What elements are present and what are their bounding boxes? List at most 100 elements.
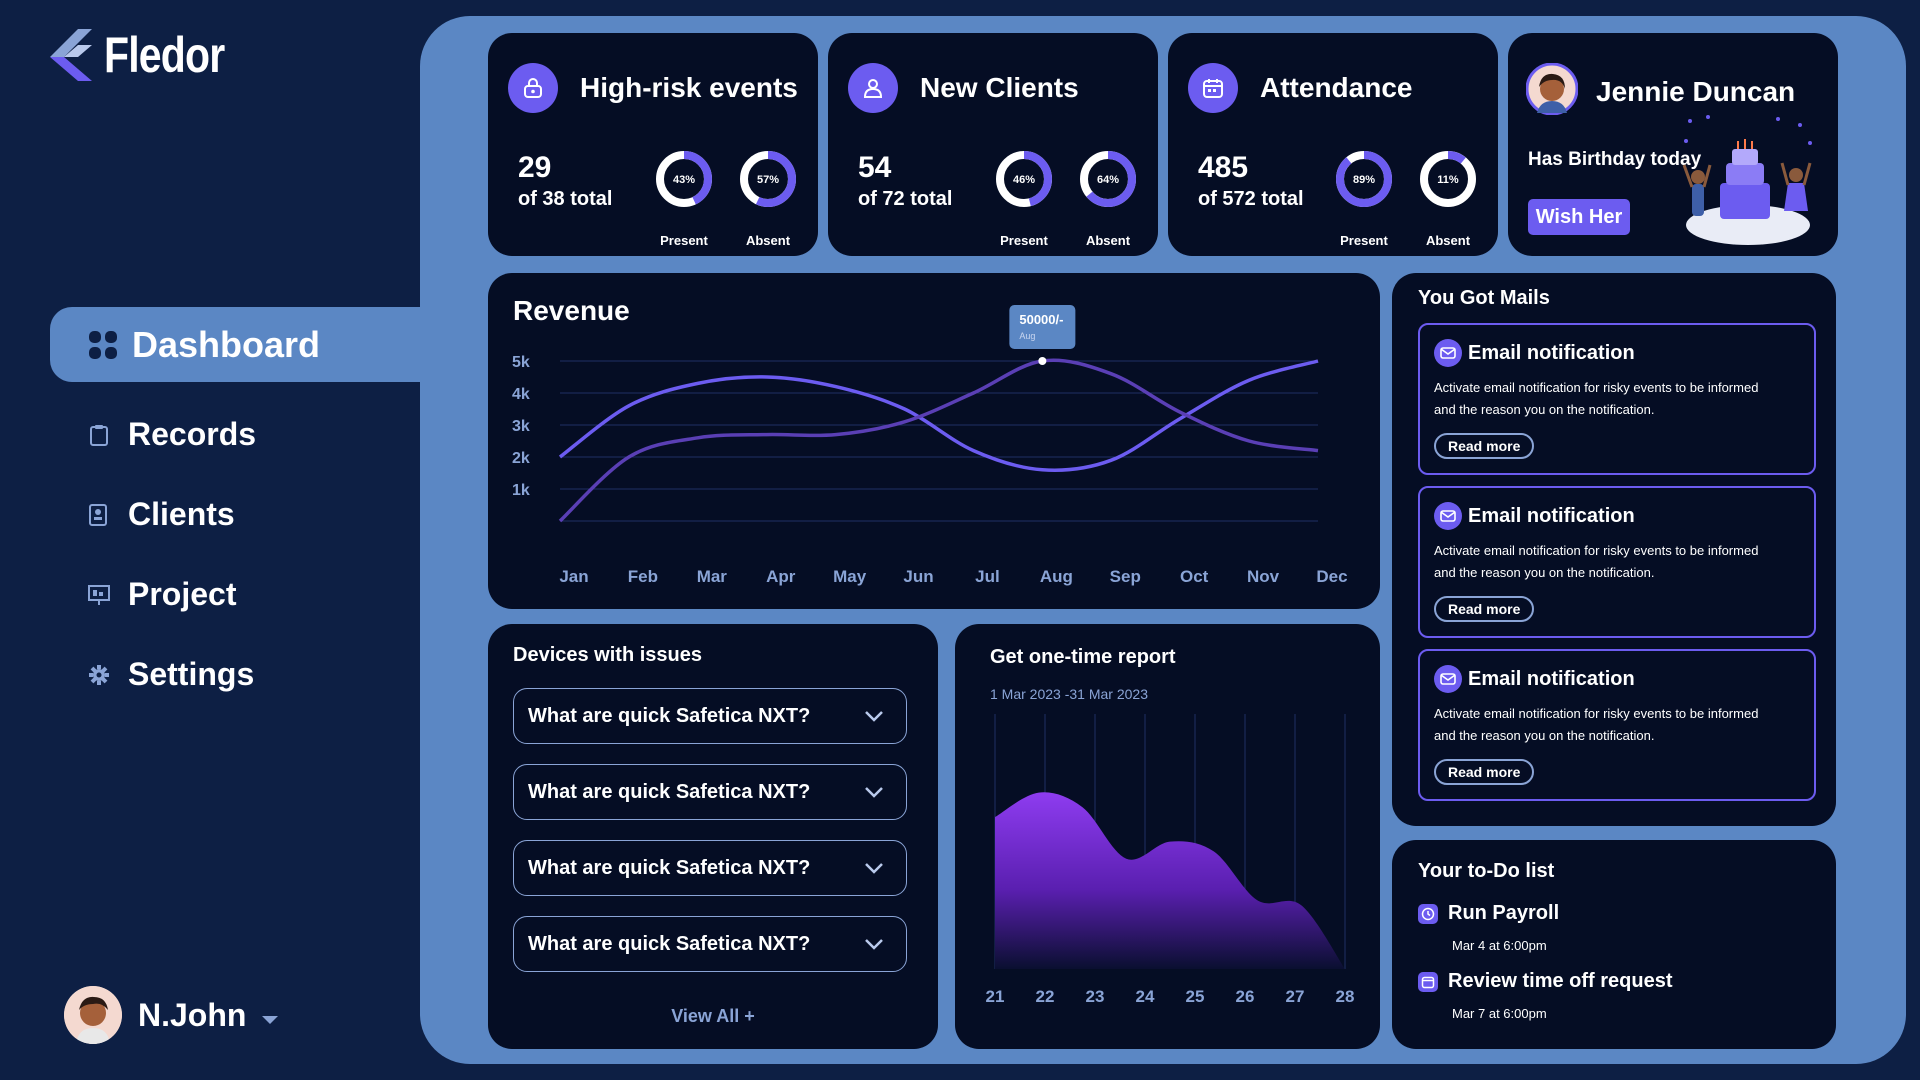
logo-icon — [50, 29, 92, 81]
stat-total: of 72 total — [858, 188, 953, 210]
presentation-icon — [88, 583, 110, 607]
view-all-link[interactable]: View All + — [671, 1006, 755, 1026]
mail-title: Email notification — [1468, 504, 1635, 527]
revenue-card: Revenue 5k 4k 3k 2k 1k Jan Feb Mar Apr May Jun Jul A… — [488, 273, 1380, 609]
revenue-chart: 5k 4k 3k 2k 1k Jan Feb Mar Apr May Jun Jul Aug Sep Oct… — [512, 305, 1348, 586]
nav-label-dashboard: Dashboard — [132, 323, 321, 365]
mail-body: Activate email notification for risky ev… — [1434, 377, 1774, 421]
devices-title: Devices with issues — [513, 644, 702, 666]
accordion-item[interactable]: What are quick Safetica NXT? — [513, 688, 907, 744]
mail-line: and the reason you on the notification. — [1434, 402, 1655, 417]
x-tick-label: Jan — [559, 567, 588, 586]
mail-item[interactable]: Email notification Activate email notifi… — [1418, 649, 1816, 801]
x-tick-label: Mar — [697, 567, 728, 586]
stat-value: 54 — [858, 151, 892, 184]
absent-donut: 57% — [740, 151, 796, 207]
stat-title: High-risk events — [580, 72, 798, 103]
stat-card-new-clients: New Clients 54 of 72 total 46% Present 6… — [828, 33, 1158, 256]
user-menu[interactable]: N.John — [64, 986, 279, 1044]
clock-icon — [1418, 903, 1438, 924]
present-donut: 43% — [656, 151, 712, 207]
report-date-range: 1 Mar 2023 -31 Mar 2023 — [990, 686, 1148, 702]
chevron-down-icon — [865, 863, 883, 874]
mail-body: Activate email notification for risky ev… — [1434, 540, 1774, 584]
read-more-button[interactable]: Read more — [1434, 759, 1535, 785]
absent-donut: 11% — [1420, 151, 1476, 207]
todo-item[interactable]: Run Payroll — [1418, 902, 1559, 925]
nav-label-project: Project — [128, 576, 237, 612]
donut-label: 43% — [673, 174, 695, 186]
accordion-item[interactable]: What are quick Safetica NXT? — [513, 916, 907, 972]
absent-caption: Absent — [745, 233, 791, 248]
y-tick-label: 2k — [512, 450, 530, 467]
nav-label-settings: Settings — [128, 656, 255, 692]
calendar-edit-icon — [1418, 971, 1438, 992]
tooltip-marker — [1038, 357, 1047, 365]
revenue-title: Revenue — [513, 295, 630, 326]
grid-icon — [89, 330, 117, 359]
donut-arc — [740, 151, 796, 207]
gear-icon — [88, 663, 110, 687]
stat-value: 29 — [518, 151, 552, 184]
mails-title: You Got Mails — [1418, 287, 1550, 309]
present-donut: 89% — [1336, 151, 1392, 207]
mail-icon — [1434, 339, 1462, 367]
stat-card-high-risk: High-risk events 29 of 38 total 43% Pres… — [488, 33, 818, 256]
donut-label: 46% — [1013, 174, 1035, 186]
nav-item-settings[interactable]: Settings — [88, 656, 254, 693]
todo-card: Your to-Do list Run Payroll Mar 4 at 6:0… — [1392, 840, 1836, 1049]
lock-icon — [508, 63, 558, 113]
stat-title: New Clients — [920, 72, 1079, 103]
accordion-label: What are quick Safetica NXT? — [528, 932, 811, 955]
nav-item-clients[interactable]: Clients — [88, 496, 235, 533]
present-caption: Present — [1000, 233, 1048, 248]
present-caption: Present — [1340, 233, 1388, 248]
present-caption: Present — [660, 233, 708, 248]
mail-item[interactable]: Email notification Activate email notifi… — [1418, 323, 1816, 475]
birthday-avatar — [1525, 62, 1579, 120]
todo-item[interactable]: Review time off request — [1418, 970, 1673, 993]
chevron-down-icon — [865, 787, 883, 798]
donut-arc — [1420, 151, 1476, 207]
x-tick-label: 26 — [1236, 987, 1255, 1006]
nav-item-records[interactable]: Records — [88, 416, 256, 453]
read-more-button[interactable]: Read more — [1434, 433, 1535, 459]
stat-card-attendance: Attendance 485 of 572 total 89% Present … — [1168, 33, 1498, 256]
x-tick-label: 25 — [1186, 987, 1205, 1006]
y-tick-label: 3k — [512, 418, 530, 435]
read-more-button[interactable]: Read more — [1434, 596, 1535, 622]
mail-body: Activate email notification for risky ev… — [1434, 703, 1774, 747]
logo[interactable]: Fledor — [48, 26, 251, 84]
accordion-label: What are quick Safetica NXT? — [528, 780, 811, 803]
mail-title: Email notification — [1468, 341, 1635, 364]
mail-line: Activate email notification for risky ev… — [1434, 543, 1759, 558]
report-title: Get one-time report — [990, 646, 1176, 668]
x-tick-label: 22 — [1036, 987, 1055, 1006]
mail-item[interactable]: Email notification Activate email notifi… — [1418, 486, 1816, 638]
nav-label-records: Records — [128, 416, 257, 452]
accordion-item[interactable]: What are quick Safetica NXT? — [513, 840, 907, 896]
chevron-down-icon[interactable] — [262, 1016, 279, 1024]
accordion-item[interactable]: What are quick Safetica NXT? — [513, 764, 907, 820]
x-tick-label: Dec — [1316, 567, 1347, 586]
x-tick-label: Jul — [975, 567, 1000, 586]
stat-value: 485 — [1198, 151, 1249, 184]
wish-her-button[interactable]: Wish Her — [1528, 199, 1630, 235]
donut-label: 11% — [1437, 174, 1459, 186]
avatar — [64, 986, 122, 1044]
y-tick-label: 4k — [512, 386, 530, 403]
chevron-down-icon — [865, 939, 883, 950]
x-tick-label: 23 — [1086, 987, 1105, 1006]
todo-date: Mar 4 at 6:00pm — [1452, 938, 1547, 953]
series-line — [558, 359, 1319, 472]
donut-label: 64% — [1097, 174, 1119, 186]
birthday-cake-illustration — [1682, 115, 1812, 245]
donut-arc — [656, 151, 712, 207]
x-tick-label: Aug — [1040, 567, 1073, 586]
nav-item-project[interactable]: Project — [88, 576, 236, 613]
stat-title: Attendance — [1260, 72, 1413, 103]
nav-item-dashboard[interactable]: Dashboard — [50, 307, 440, 382]
user-icon — [848, 63, 898, 113]
y-tick-label: 1k — [512, 482, 530, 499]
tooltip-month: Aug — [1019, 331, 1035, 341]
